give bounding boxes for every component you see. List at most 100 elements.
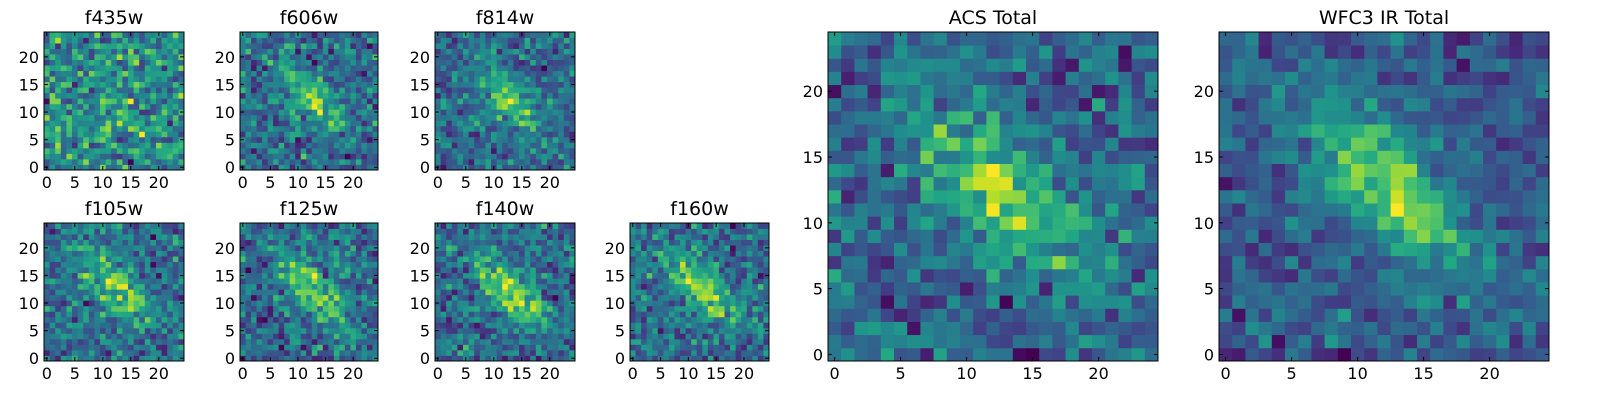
heatmap-cell (668, 349, 675, 356)
heatmap-cell (88, 114, 95, 121)
heatmap-cell (757, 267, 764, 274)
heatmap-cell (513, 147, 520, 154)
heatmap-cell (267, 267, 274, 274)
heatmap-cell (463, 37, 469, 44)
heatmap-cell (558, 316, 565, 323)
heatmap-cell (139, 344, 146, 351)
heatmap-cell (333, 289, 340, 296)
heatmap-cell (284, 59, 291, 66)
heatmap-cell (524, 300, 531, 307)
heatmap-cell (44, 158, 50, 165)
heatmap-cell (66, 59, 73, 66)
heatmap-cell (440, 283, 447, 290)
heatmap-cell (757, 250, 764, 257)
heatmap-cell (139, 355, 146, 362)
heatmap-cell (474, 239, 481, 246)
heatmap-cell (496, 120, 503, 127)
heatmap-cell (300, 70, 307, 77)
heatmap-cell (435, 147, 441, 154)
heatmap-cell (333, 142, 340, 149)
heatmap-cell (267, 289, 274, 296)
heatmap-cell (635, 338, 642, 345)
heatmap-cell (66, 338, 73, 345)
heatmap-cell (485, 70, 492, 77)
heatmap-cell (289, 48, 296, 55)
heatmap-cell (457, 338, 464, 345)
heatmap-cell (339, 283, 346, 290)
heatmap-cell (752, 261, 759, 268)
heatmap-cell (172, 327, 179, 334)
heatmap-cell (322, 294, 329, 301)
heatmap-cell (256, 87, 263, 94)
heatmap-cell (289, 272, 296, 279)
heatmap-cell (339, 142, 346, 149)
heatmap-cell (491, 283, 497, 290)
heatmap-cell (83, 131, 90, 138)
heatmap-cell (451, 250, 458, 257)
heatmap-cell (372, 70, 379, 77)
heatmap-cell (256, 294, 263, 301)
heatmap-cell (156, 239, 162, 246)
heatmap-cell (133, 261, 140, 268)
heatmap-cell (933, 203, 948, 217)
heatmap-cell (485, 305, 492, 312)
heatmap-cell (519, 245, 525, 251)
heatmap-cell (457, 103, 464, 110)
heatmap-cell (707, 278, 714, 285)
heatmap-cell (507, 289, 514, 296)
heatmap-cell (663, 349, 670, 356)
heatmap-cell (668, 311, 675, 318)
heatmap-cell (49, 153, 56, 160)
heatmap-cell (552, 250, 559, 257)
heatmap-cell (519, 305, 525, 312)
heatmap-cell (646, 355, 653, 362)
heatmap-cell (558, 136, 565, 143)
heatmap-cell (724, 322, 731, 329)
heatmap-cell (49, 147, 56, 154)
heatmap-cell (741, 239, 748, 246)
heatmap-cell (630, 267, 636, 274)
heatmap-cell (524, 294, 531, 301)
heatmap-cell (178, 43, 185, 49)
heatmap-cell (691, 333, 698, 340)
heatmap-cell (66, 250, 73, 257)
heatmap-cell (66, 65, 73, 72)
heatmap-cell (513, 136, 520, 143)
heatmap-cell (167, 272, 174, 279)
heatmap-cell (741, 283, 748, 290)
heatmap-cell (139, 261, 146, 268)
heatmap-cell (563, 81, 570, 88)
heatmap-cell (328, 234, 335, 240)
heatmap-cell (973, 176, 987, 191)
heatmap-cell (552, 81, 559, 88)
heatmap-cell (161, 59, 168, 66)
heatmap-cell (88, 65, 95, 72)
heatmap-cell (122, 256, 129, 263)
heatmap-cell (245, 294, 252, 301)
heatmap-cell (355, 136, 362, 143)
heatmap-cell (105, 261, 112, 268)
heatmap-cell (451, 256, 458, 263)
heatmap-cell (513, 125, 520, 132)
heatmap-cell (463, 48, 469, 55)
heatmap-cell (128, 250, 134, 257)
heatmap-cell (524, 316, 531, 323)
heatmap-cell (563, 300, 570, 307)
heatmap-cell (116, 256, 123, 263)
heatmap-cell (251, 245, 257, 251)
heatmap-cell (479, 338, 486, 345)
x-tick-label: 5 (461, 364, 471, 383)
heatmap-cell (507, 81, 514, 88)
heatmap-cell (256, 76, 263, 83)
heatmap-cell (541, 245, 548, 251)
heatmap-cell (457, 109, 464, 116)
heatmap-cell (60, 239, 67, 246)
heatmap-cell (496, 272, 503, 279)
heatmap-cell (306, 48, 313, 55)
heatmap-cell (552, 103, 559, 110)
heatmap-cell (552, 131, 559, 138)
heatmap-cell (77, 305, 84, 312)
heatmap-cell (507, 153, 514, 160)
heatmap-cell (94, 131, 101, 138)
heatmap-cell (541, 54, 548, 60)
